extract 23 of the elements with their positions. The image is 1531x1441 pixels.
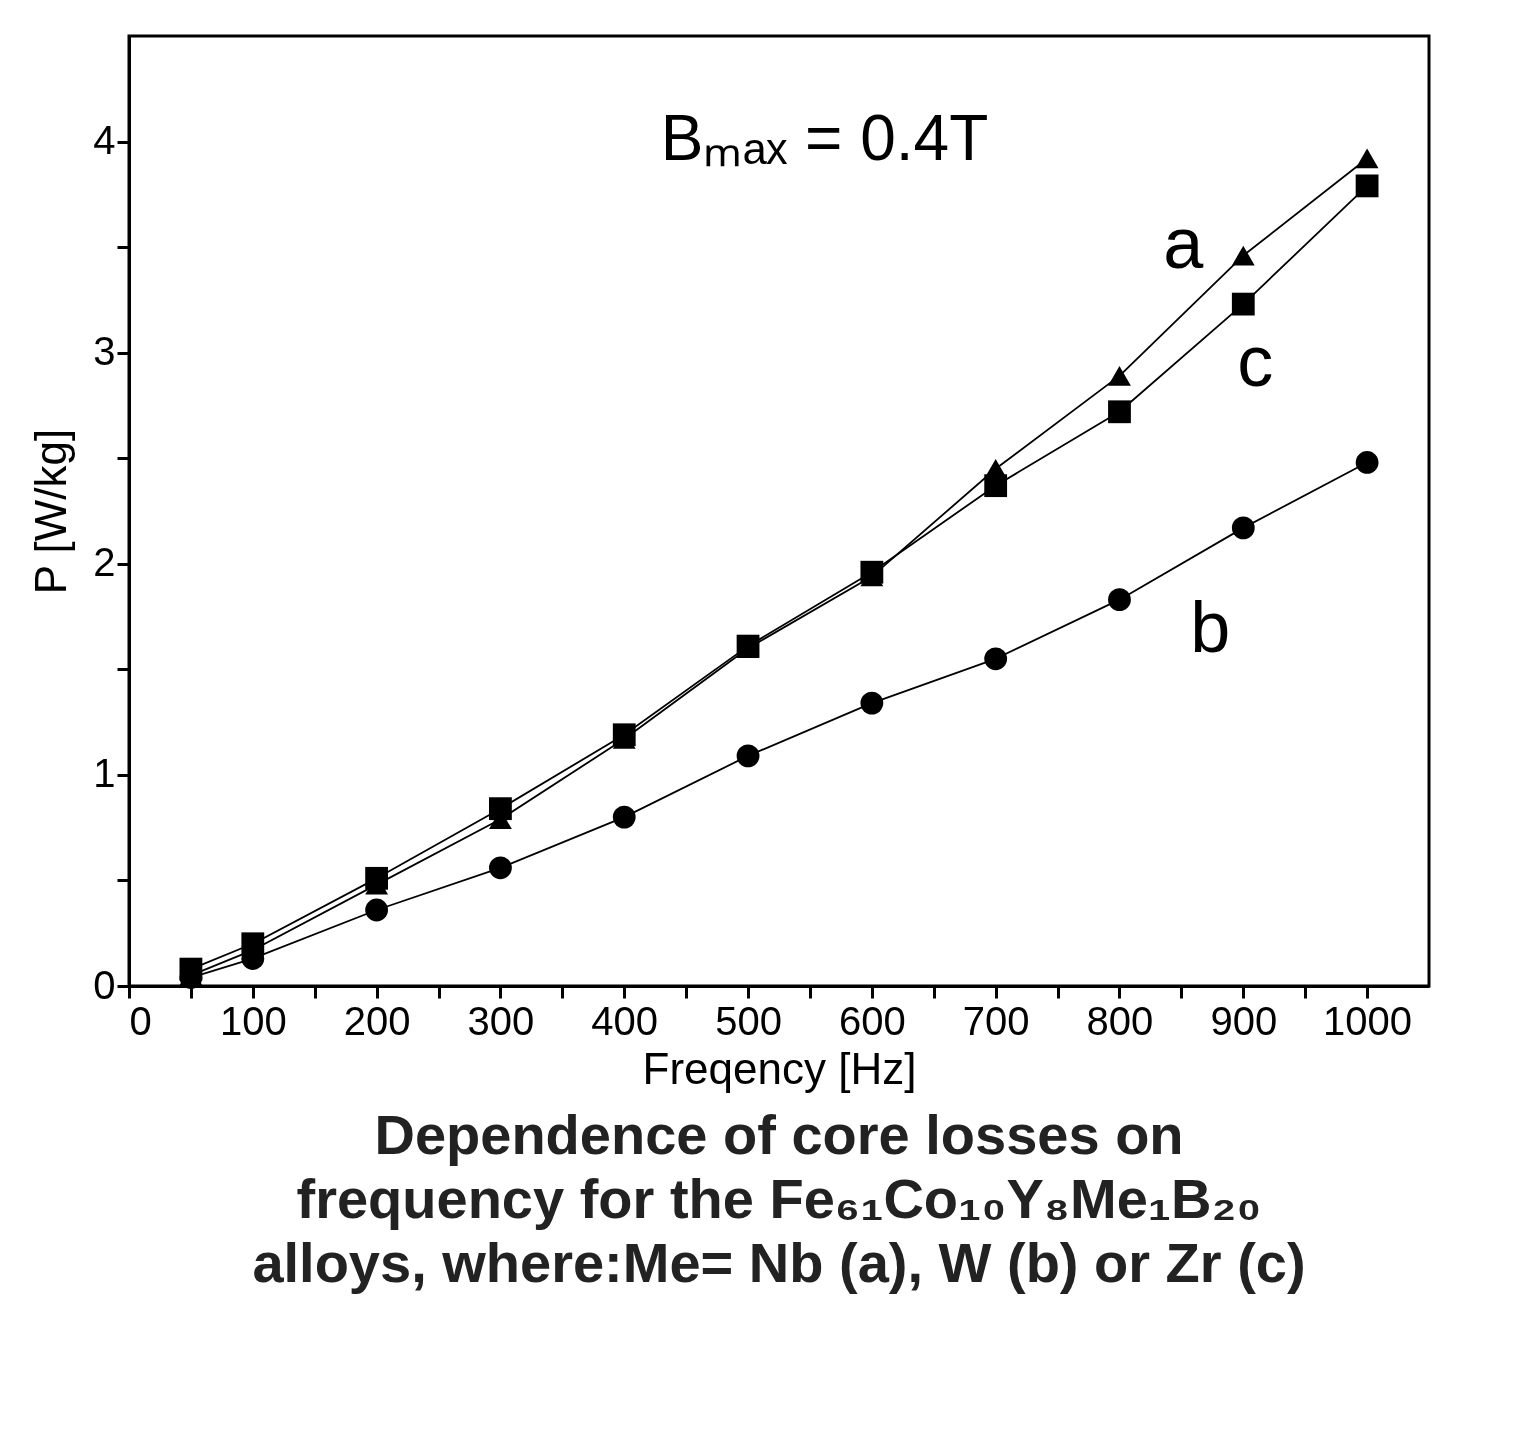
x-axis-title: Freqency [Hz]: [642, 1043, 917, 1093]
y-tick-label: 2: [93, 540, 116, 585]
x-tick-label: 700: [962, 998, 1030, 1043]
y-tick-label: 3: [93, 329, 116, 374]
x-tick-label: 0: [129, 998, 152, 1043]
x-tick-label: 800: [1086, 998, 1154, 1043]
series-label: c: [1237, 321, 1274, 402]
x-tick-label: 500: [715, 998, 782, 1043]
x-tick-label: 1000: [1323, 998, 1413, 1043]
x-tick-label: 100: [219, 998, 287, 1043]
y-axis-title: P [W/kg]: [26, 428, 76, 595]
series-label: b: [1190, 586, 1231, 667]
y-tick-label: 4: [93, 118, 116, 163]
series-label: a: [1163, 202, 1205, 283]
x-tick-label: 900: [1210, 998, 1278, 1043]
y-tick-label: 1: [93, 751, 116, 796]
y-tick-label: 0: [93, 962, 116, 1007]
annotation: Bₘₐₓ = 0.4T: [660, 101, 989, 174]
x-tick-label: 400: [591, 998, 659, 1043]
x-tick-label: 600: [838, 998, 906, 1043]
x-tick-label: 300: [467, 998, 535, 1043]
text: Dependence of core losses on frequency for the Fe₆₁Co₁₀Y₈Me₁B₂₀ alloys, where:Me= Nb (a), W (b) or Zr (c): [252, 1103, 1306, 1294]
x-tick-label: 200: [343, 998, 411, 1043]
